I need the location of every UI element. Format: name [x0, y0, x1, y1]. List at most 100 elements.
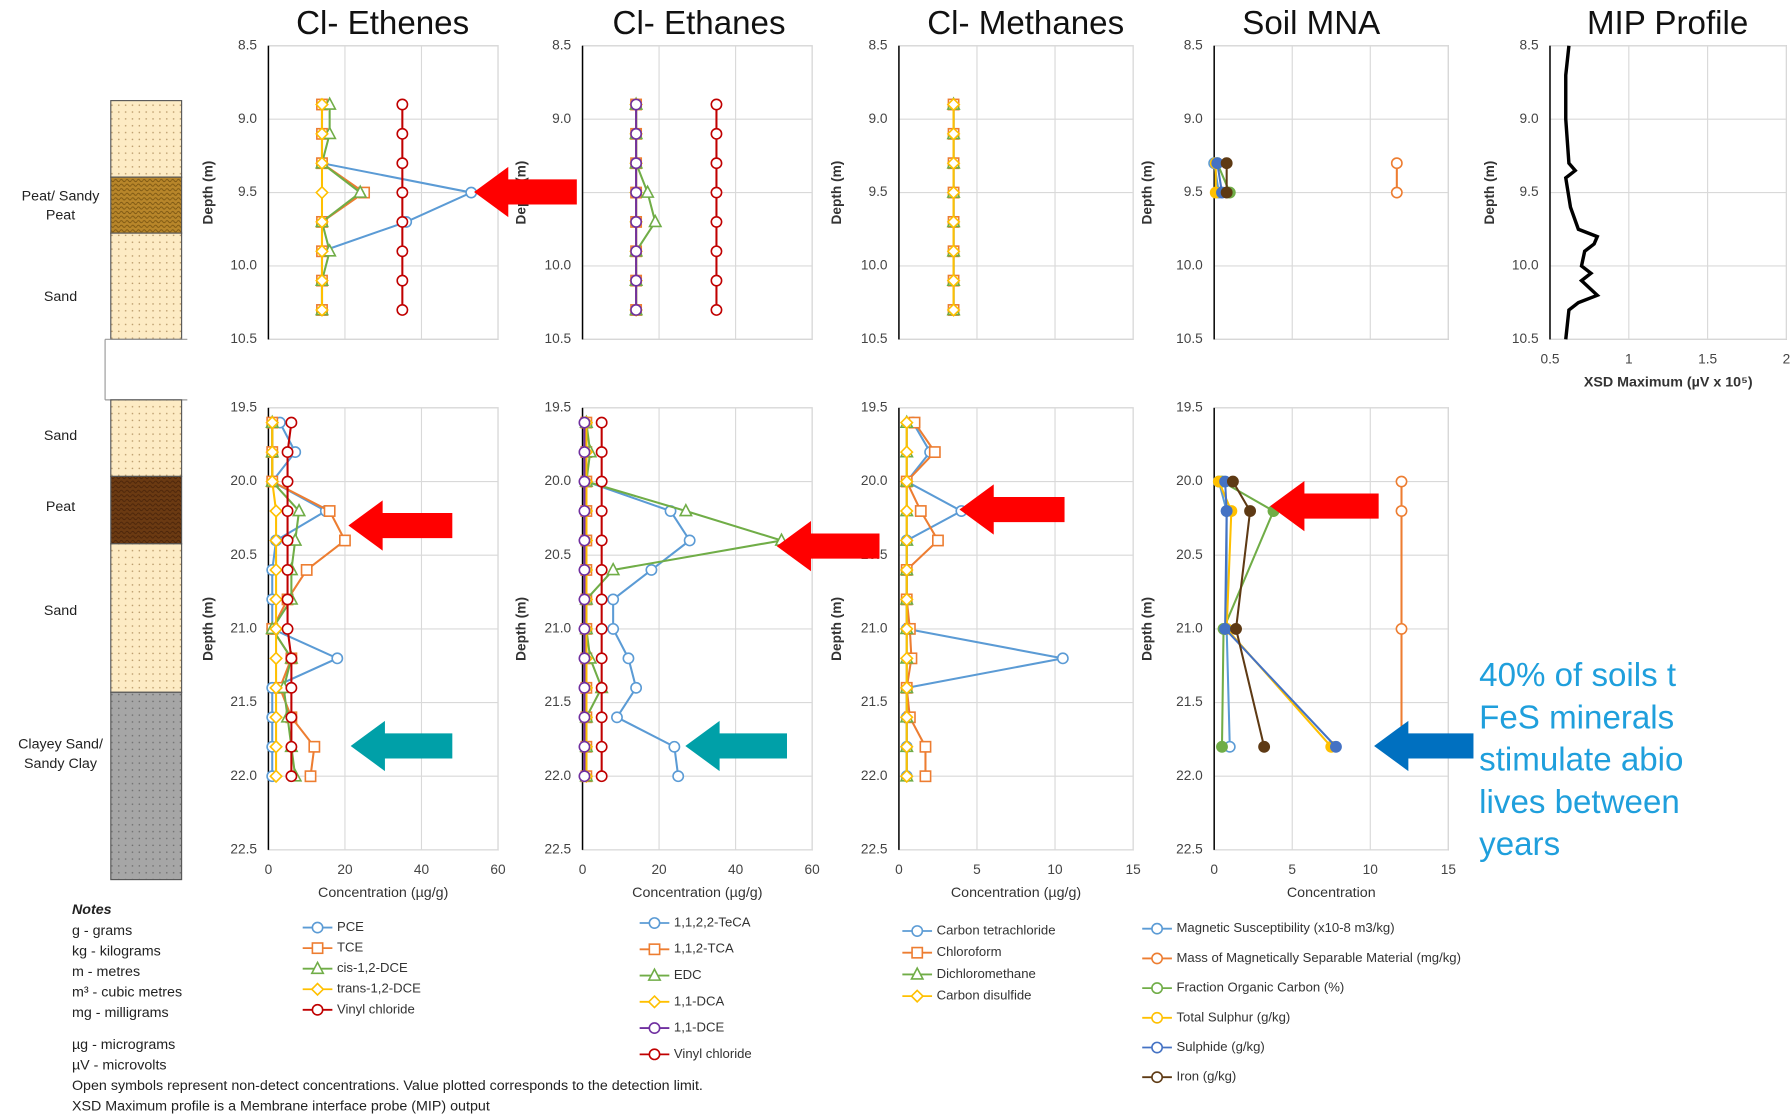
soil-layer — [111, 177, 182, 233]
marker — [631, 129, 641, 139]
marker — [1152, 983, 1162, 993]
marker — [282, 535, 292, 545]
legend-label: 1,1,2,2-TeCA — [674, 914, 751, 929]
marker — [579, 683, 589, 693]
x-tick-label: 2 — [1783, 352, 1791, 367]
marker — [282, 476, 292, 486]
marker — [1152, 953, 1162, 963]
marker — [1152, 1042, 1162, 1052]
legend-label: Iron (g/kg) — [1176, 1069, 1236, 1084]
marker — [1259, 742, 1269, 752]
marker — [911, 990, 922, 1001]
marker — [1222, 506, 1232, 516]
marker — [711, 99, 721, 109]
marker — [930, 447, 940, 457]
callout-line: stimulate abio — [1479, 742, 1683, 779]
marker — [920, 771, 930, 781]
y-tick-label: 20.0 — [230, 473, 257, 488]
marker — [286, 712, 296, 722]
marker — [282, 447, 292, 457]
marker — [282, 506, 292, 516]
legend-label: Magnetic Susceptibility (x10-8 m3/kg) — [1176, 920, 1394, 935]
y-tick-label: 20.0 — [544, 473, 571, 488]
marker — [282, 565, 292, 575]
marker — [397, 99, 407, 109]
marker — [1396, 624, 1406, 634]
marker — [1152, 924, 1162, 934]
y-tick-label: 21.5 — [861, 694, 888, 709]
marker — [608, 594, 618, 604]
soil-label: Sand — [44, 603, 77, 619]
marker — [312, 1005, 322, 1015]
note-line: m³ - cubic metres — [72, 984, 182, 1000]
marker — [631, 158, 641, 168]
marker — [631, 275, 641, 285]
note-line: g - grams — [72, 923, 132, 939]
y-tick-label: 9.5 — [1184, 184, 1203, 199]
legend-label: PCE — [337, 919, 364, 934]
marker — [649, 1049, 659, 1059]
marker — [286, 742, 296, 752]
soil-label: Clayey Sand/ — [18, 737, 103, 753]
x-tick-label: 5 — [1288, 862, 1296, 877]
y-tick-label: 19.5 — [544, 399, 571, 414]
y-axis-label: Depth (m) — [829, 161, 844, 225]
marker — [309, 742, 319, 752]
marker — [649, 918, 659, 928]
marker — [1396, 476, 1406, 486]
marker — [597, 417, 607, 427]
marker — [920, 742, 930, 752]
marker — [286, 683, 296, 693]
marker — [286, 417, 296, 427]
marker — [711, 217, 721, 227]
x-tick-label: 0 — [265, 862, 273, 877]
marker — [623, 653, 633, 663]
marker — [325, 506, 335, 516]
x-tick-label: 60 — [805, 862, 821, 877]
y-tick-label: 19.5 — [861, 399, 888, 414]
marker — [933, 535, 943, 545]
legend-label: Chloroform — [937, 944, 1002, 959]
soil-layer — [111, 544, 182, 692]
y-axis-label: Depth (m) — [1140, 597, 1155, 661]
y-tick-label: 9.0 — [1520, 111, 1539, 126]
y-tick-label: 9.0 — [238, 111, 257, 126]
soil-label: Sand — [44, 428, 77, 444]
y-tick-label: 22.5 — [861, 842, 888, 857]
y-axis-label: Depth (m) — [201, 161, 216, 225]
chart: Cl- Ethanes8.59.09.510.010.5Depth (m)19.… — [514, 5, 820, 1061]
y-tick-label: 9.0 — [1184, 111, 1203, 126]
y-tick-label: 22.5 — [544, 842, 571, 857]
marker — [305, 771, 315, 781]
marker — [608, 624, 618, 634]
y-tick-label: 8.5 — [1520, 37, 1539, 52]
marker — [1222, 187, 1232, 197]
marker — [579, 712, 589, 722]
legend-label: 1,1,2-TCA — [674, 941, 734, 956]
y-tick-label: 21.0 — [1176, 621, 1203, 636]
legend-label: Mass of Magnetically Separable Material … — [1176, 950, 1460, 965]
marker — [1152, 1072, 1162, 1082]
soil-layer — [111, 101, 182, 178]
legend-label: Fraction Organic Carbon (%) — [1176, 980, 1344, 995]
y-tick-label: 20.5 — [230, 547, 257, 562]
marker — [711, 246, 721, 256]
marker — [286, 771, 296, 781]
legend-label: trans-1,2-DCE — [337, 981, 421, 996]
x-tick-label: 60 — [490, 862, 506, 877]
y-tick-label: 9.0 — [552, 111, 571, 126]
figure: Peat/ Sandy Peat Sand Sand Peat Sand Cla… — [0, 0, 1791, 1115]
y-tick-label: 10.5 — [544, 331, 571, 346]
legend-label: 1,1-DCE — [674, 1020, 725, 1035]
marker — [711, 275, 721, 285]
legend-label: Dichloromethane — [937, 966, 1036, 981]
x-tick-label: 10 — [1363, 862, 1379, 877]
y-tick-label: 9.5 — [1520, 184, 1539, 199]
y-axis-label: Depth (m) — [514, 597, 529, 661]
marker — [597, 506, 607, 516]
chart-title: MIP Profile — [1587, 5, 1748, 42]
marker — [1396, 506, 1406, 516]
note-line: kg - kilograms — [72, 943, 161, 959]
y-tick-label: 22.0 — [861, 768, 888, 783]
marker — [579, 476, 589, 486]
